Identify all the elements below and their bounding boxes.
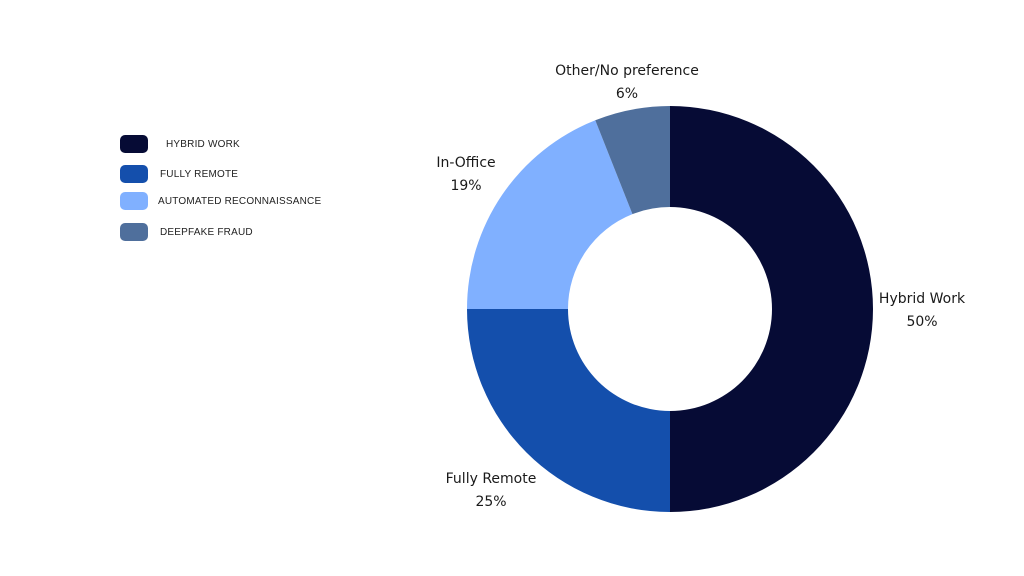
legend-item-hybrid-work: HYBRID WORK	[120, 135, 240, 153]
slice-value-label: 19%	[450, 178, 481, 194]
legend-swatch	[120, 223, 148, 241]
donut-slice-hybrid-work	[670, 106, 873, 512]
legend-swatch	[120, 192, 148, 210]
donut-slice-other-no-preference	[595, 106, 670, 215]
legend-item-fully-remote: FULLY REMOTE	[120, 165, 238, 183]
legend-swatch	[120, 165, 148, 183]
legend-label: AUTOMATED RECONNAISSANCE	[158, 195, 322, 207]
slice-category-label: Hybrid Work	[879, 291, 966, 307]
donut-slice-in-office	[467, 120, 633, 309]
slice-labels: Hybrid Work 50% Fully Remote 25% In-Office 19…	[436, 63, 966, 510]
legend-label: DEEPFAKE FRAUD	[160, 226, 253, 238]
legend-label: FULLY REMOTE	[160, 168, 239, 180]
slice-category-label: Fully Remote	[446, 471, 537, 487]
slice-value-label: 25%	[475, 494, 506, 510]
slice-value-label: 6%	[616, 86, 638, 102]
slice-category-label: In-Office	[436, 155, 495, 171]
legend-item-deepfake-fraud: DEEPFAKE FRAUD	[120, 223, 253, 241]
legend-item-automated-reconnaissance: AUTOMATED RECONNAISSANCE	[120, 192, 321, 210]
donut-slice-fully-remote	[467, 309, 670, 512]
donut-slices	[467, 106, 873, 512]
legend-label: HYBRID WORK	[166, 138, 240, 150]
legend-swatch	[120, 135, 148, 153]
slice-category-label: Other/No preference	[555, 63, 699, 79]
slice-value-label: 50%	[906, 314, 937, 330]
